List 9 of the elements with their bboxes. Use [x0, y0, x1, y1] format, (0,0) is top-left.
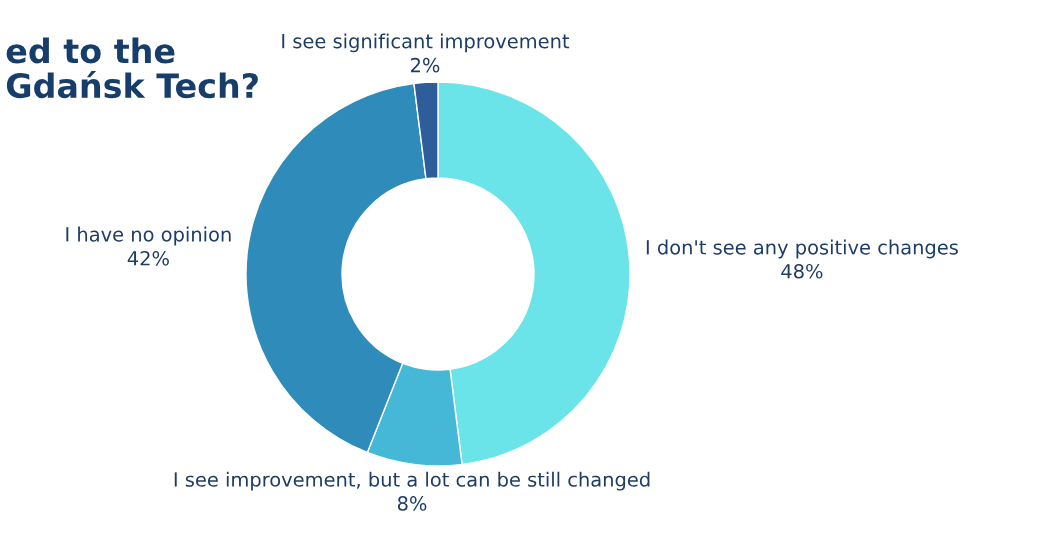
slice-label: I see improvement, but a lot can be still changed — [174, 471, 650, 491]
text: ed to the Gdańsk Tech? — [6, 37, 258, 99]
data-label: 2% — [410, 57, 440, 73]
data-label: 48% — [781, 263, 823, 279]
slice-label: I see significant improvement — [282, 33, 570, 53]
data-label: 42% — [127, 250, 169, 266]
slice-label: I don't see any positive changes — [646, 239, 958, 259]
slice-label: I have no opinion — [66, 226, 231, 246]
data-label: 8% — [397, 496, 427, 511]
